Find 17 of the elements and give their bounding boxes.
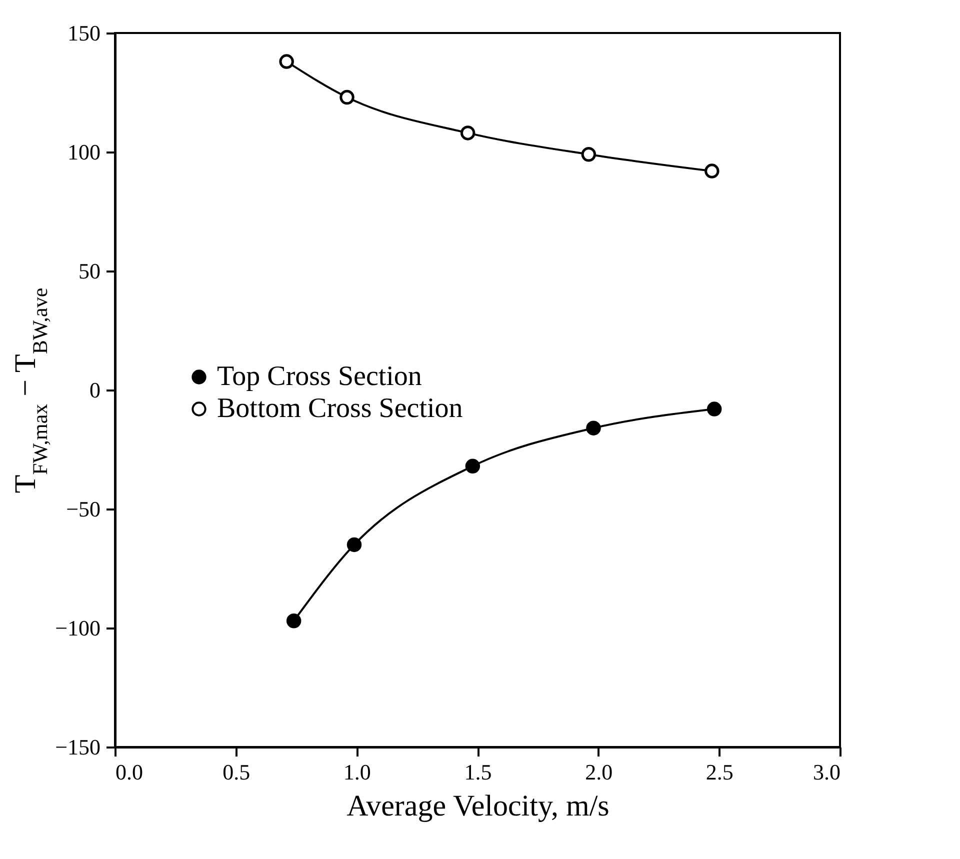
y-tick-label: 50 bbox=[78, 258, 100, 284]
y-tick-label: −50 bbox=[66, 496, 100, 522]
y-tick-label: −100 bbox=[55, 616, 100, 640]
y-tick-label: 100 bbox=[68, 140, 100, 164]
x-tick-label: 0.5 bbox=[222, 760, 250, 784]
y-tick-label: −150 bbox=[55, 734, 100, 760]
legend-label: Bottom Cross Section bbox=[217, 393, 463, 424]
y-tick-label: 0 bbox=[90, 378, 100, 402]
x-tick-label: 0.0 bbox=[116, 760, 143, 784]
x-tick-label: 2.5 bbox=[706, 760, 734, 784]
x-tick-label: 2.0 bbox=[585, 760, 613, 784]
x-tick-label: 3.0 bbox=[813, 760, 840, 784]
y-tick-label: 150 bbox=[68, 20, 100, 46]
x-tick-label: 1.5 bbox=[464, 760, 492, 784]
x-tick-label: 1.0 bbox=[343, 760, 371, 784]
x-axis-title: Average Velocity, m/s bbox=[346, 790, 610, 822]
legend-label: Top Cross Section bbox=[217, 361, 422, 392]
